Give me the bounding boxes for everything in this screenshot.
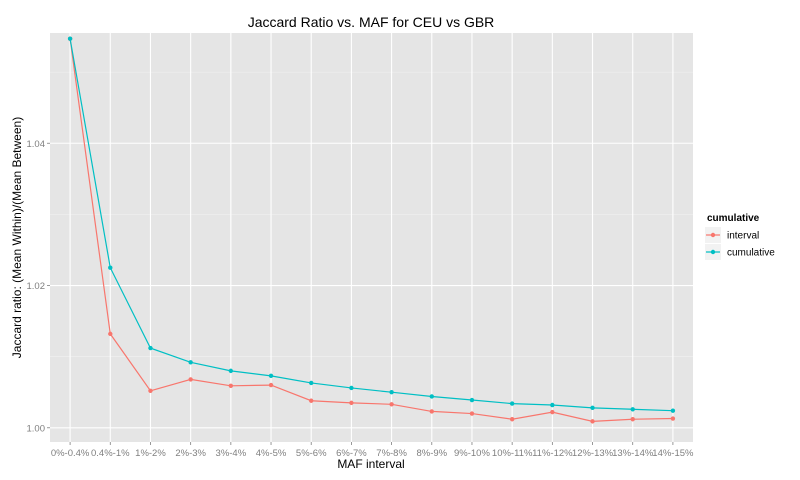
data-point bbox=[550, 409, 555, 415]
data-point bbox=[67, 36, 73, 41]
x-tick-label: 14%-15% bbox=[652, 448, 694, 459]
data-point bbox=[550, 402, 555, 408]
x-tick-label: 5%-6% bbox=[296, 448, 327, 459]
x-tick-label: 4%-5% bbox=[256, 448, 287, 459]
series-cumulative bbox=[67, 36, 676, 413]
legend-item-cumulative: cumulative bbox=[705, 244, 775, 260]
legend-point bbox=[710, 232, 716, 238]
data-point bbox=[148, 345, 153, 351]
y-tick-label: 1.02 bbox=[27, 281, 46, 292]
y-tick-label: 1.00 bbox=[27, 423, 46, 434]
chart-title: Jaccard Ratio vs. MAF for CEU vs GBR bbox=[248, 14, 495, 30]
series-line-cumulative bbox=[69, 38, 673, 412]
x-tick-label: 3%-4% bbox=[216, 448, 247, 459]
legend-items: interval cumulative bbox=[705, 227, 775, 260]
series-line-interval bbox=[69, 38, 673, 422]
data-point bbox=[429, 394, 434, 399]
legend-label: interval bbox=[727, 231, 759, 242]
data-point bbox=[108, 265, 113, 270]
data-point bbox=[228, 383, 234, 389]
x-tick-label: 2%-3% bbox=[175, 448, 206, 459]
x-tick-label: 0%-0.4% bbox=[51, 448, 90, 459]
plot-background bbox=[50, 33, 693, 442]
data-point bbox=[389, 402, 394, 407]
x-axis-title: MAF interval bbox=[337, 457, 404, 471]
y-tick-label: 1.04 bbox=[27, 139, 46, 150]
data-point bbox=[590, 405, 595, 411]
data-point bbox=[469, 411, 475, 416]
x-axis-ticks: 0%-0.4% 0.4%-1% 1%-2% 2%-3% 3%-4% 4%-5% 5%-6% 6… bbox=[51, 442, 694, 459]
legend: cumulative interval cumulative bbox=[705, 213, 775, 260]
data-point bbox=[148, 388, 153, 393]
x-tick-label: 0.4%-1% bbox=[91, 448, 130, 459]
data-point bbox=[188, 377, 193, 382]
x-tick-label: 1%-2% bbox=[135, 448, 166, 459]
data-point bbox=[509, 401, 515, 406]
x-tick-label: 12%-13% bbox=[572, 448, 614, 459]
data-point bbox=[309, 398, 314, 403]
data-point bbox=[268, 373, 274, 379]
data-point bbox=[670, 408, 676, 413]
data-point bbox=[309, 380, 314, 386]
x-tick-label: 13%-14% bbox=[612, 448, 654, 459]
grid-lines bbox=[50, 33, 693, 442]
legend-point bbox=[710, 249, 716, 255]
data-point bbox=[268, 382, 274, 388]
data-point bbox=[590, 419, 595, 424]
x-tick-label: 10%-11% bbox=[492, 448, 533, 459]
x-tick-label: 11%-12% bbox=[532, 448, 573, 459]
data-point bbox=[630, 407, 635, 412]
data-point bbox=[188, 360, 193, 365]
data-point bbox=[108, 331, 113, 337]
legend-title: cumulative bbox=[707, 213, 760, 224]
data-point bbox=[630, 417, 635, 422]
x-tick-label: 6%-7% bbox=[336, 448, 367, 459]
y-axis-title: Jaccard ratio: (Mean Within)/(Mean Betwe… bbox=[10, 117, 24, 358]
legend-item-interval: interval bbox=[705, 227, 759, 243]
data-point bbox=[469, 397, 475, 403]
y-axis-ticks: 1.00 1.02 1.04 bbox=[27, 139, 50, 434]
x-tick-label: 9%-10% bbox=[454, 448, 490, 459]
data-point bbox=[509, 417, 515, 422]
x-tick-label: 7%-8% bbox=[376, 448, 407, 459]
data-point bbox=[228, 368, 234, 374]
data-point bbox=[349, 385, 354, 391]
series-layer bbox=[67, 36, 676, 424]
data-point bbox=[389, 390, 394, 395]
legend-label: cumulative bbox=[727, 248, 775, 259]
data-point bbox=[349, 400, 354, 406]
data-point bbox=[429, 409, 434, 414]
x-tick-label: 8%-9% bbox=[416, 448, 447, 459]
data-point bbox=[670, 416, 676, 421]
